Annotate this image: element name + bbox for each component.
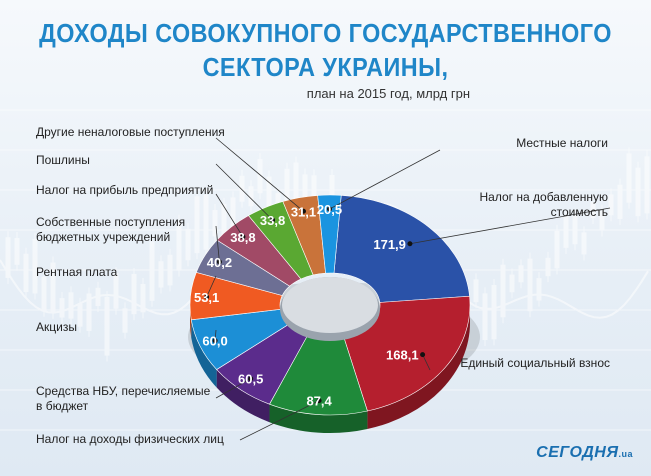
chart-title-line-2: СЕКТОРА УКРАИНЫ,	[202, 52, 449, 82]
leader-line-10	[329, 149, 441, 210]
leader-line-2	[239, 400, 320, 441]
value-label-9: 31,1	[291, 204, 316, 219]
pie-side-3	[216, 369, 270, 423]
leader-line-1	[422, 354, 431, 371]
label-local-taxes: Местные налоги	[516, 136, 608, 150]
value-label-10: 20,5	[317, 202, 342, 217]
label-excise: Акцизы	[36, 320, 77, 334]
label-duties: Пошлины	[36, 153, 90, 167]
value-label-3: 60,5	[238, 372, 263, 387]
leader-line-0	[409, 207, 611, 245]
label-rent: Рентная плата	[36, 265, 118, 279]
leader-line-6	[215, 225, 220, 262]
leader-dot-9	[300, 208, 306, 214]
value-label-4: 60,0	[202, 334, 227, 349]
value-label-7: 38,8	[230, 230, 255, 245]
leader-dot-3	[248, 376, 254, 382]
label-nbu: Средства НБУ, перечисляемые в бюджет	[36, 384, 216, 414]
leader-line-7	[215, 193, 244, 238]
label-pit: Налог на доходы физических лиц	[36, 432, 224, 446]
pie-slice-10	[317, 194, 342, 274]
leader-dot-4	[212, 338, 218, 344]
pie-slice-0	[333, 195, 470, 303]
pie-slices	[189, 194, 471, 416]
leader-dot-8	[270, 217, 276, 223]
value-label-2: 87,4	[306, 394, 332, 409]
value-label-8: 33,8	[260, 213, 285, 228]
logo-suffix: .ua	[618, 449, 633, 459]
value-label-6: 40,2	[207, 255, 232, 270]
leader-dot-0	[407, 241, 413, 247]
label-other-nontax: Другие неналоговые поступления	[36, 125, 225, 139]
value-label-5: 53,1	[194, 290, 219, 305]
label-profit-tax: Налог на прибыль предприятий	[36, 183, 214, 197]
chart-title-line-1: ДОХОДЫ СОВОКУПНОГО ГОСУДАРСТВЕННОГО	[39, 18, 612, 48]
label-own-revenue: Собственные поступления бюджетных учрежд…	[36, 215, 226, 245]
chart-subtitle: план на 2015 год, млрд грн	[306, 86, 470, 101]
pie-side-walls	[190, 305, 470, 434]
label-own-revenue-text: Собственные поступления бюджетных учрежд…	[36, 215, 186, 244]
label-vat: Налог на добавленную стоимость	[479, 190, 608, 219]
pie-side-1	[367, 305, 470, 429]
leader-line-8	[215, 163, 273, 221]
leader-dot-2	[316, 398, 322, 404]
pie-value-labels: 171,9 168,1 87,4 60,5 60,0 53,1 40,2 38,8 33,8 31…	[194, 137, 611, 441]
leader-dot-10	[326, 206, 332, 212]
leader-line-3	[215, 378, 251, 399]
leader-dot-7	[240, 234, 246, 240]
leader-dot-5	[204, 294, 210, 300]
leader-line-9	[215, 137, 304, 212]
pie-hole-inner	[282, 277, 378, 333]
label-esv: Единый социальный взнос	[460, 356, 610, 370]
logo: СЕГОДНЯ.ua	[536, 444, 633, 462]
label-nbu-text: Средства НБУ, перечисляемые в бюджет	[36, 384, 211, 413]
value-label-0: 171,9	[373, 237, 406, 252]
logo-name: СЕГОДНЯ	[536, 444, 619, 461]
leader-dot-1	[420, 352, 426, 358]
pie-side-4	[191, 319, 217, 388]
leader-line-5	[206, 275, 217, 298]
leader-dot-6	[216, 259, 222, 265]
value-label-1: 168,1	[386, 348, 419, 363]
